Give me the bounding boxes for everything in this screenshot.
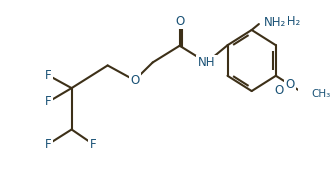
Text: NH₂: NH₂ xyxy=(279,15,301,28)
Text: NH₂: NH₂ xyxy=(264,15,286,29)
Text: F: F xyxy=(90,138,97,151)
Text: NH: NH xyxy=(198,56,215,69)
Text: CH₃: CH₃ xyxy=(311,88,330,98)
Text: O: O xyxy=(130,74,139,87)
Text: O: O xyxy=(285,78,294,91)
Text: F: F xyxy=(45,138,51,151)
Text: O: O xyxy=(274,84,283,97)
Text: O: O xyxy=(175,15,184,28)
Text: F: F xyxy=(45,95,51,108)
Text: F: F xyxy=(45,69,51,82)
